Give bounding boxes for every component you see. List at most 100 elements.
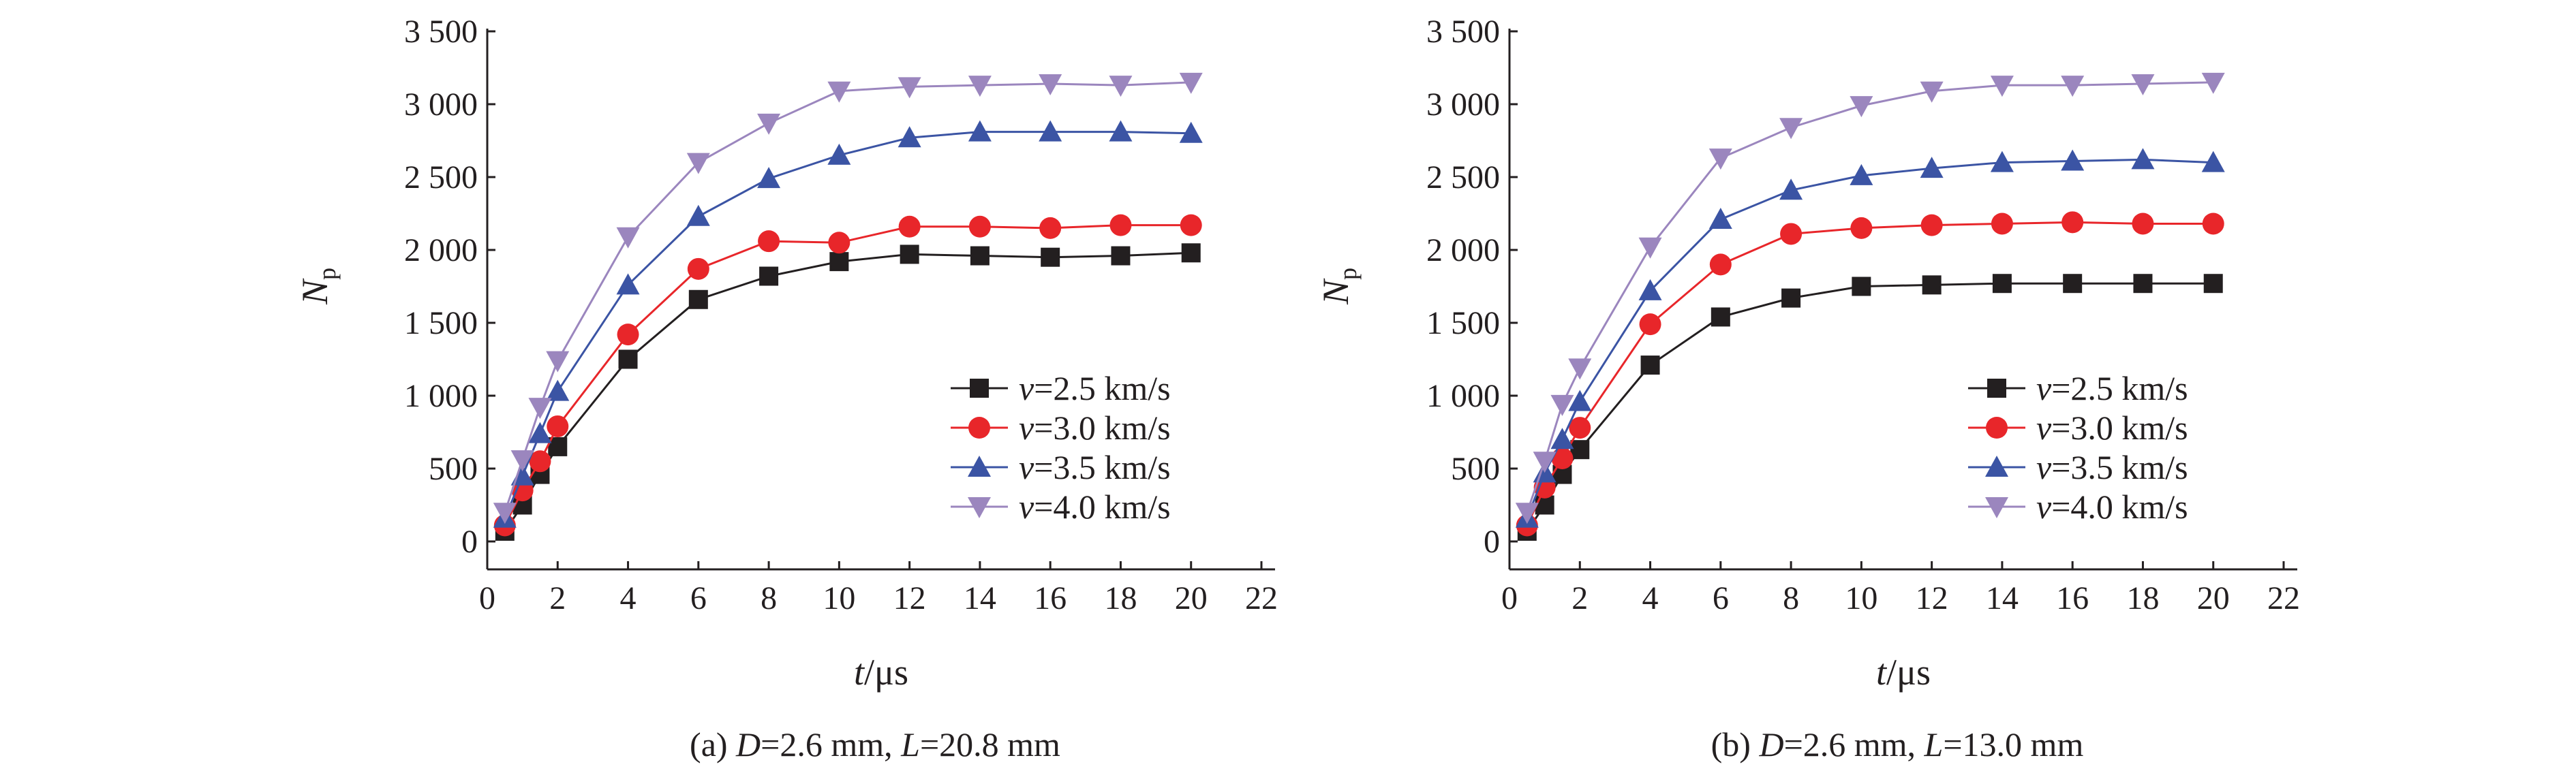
legend-marker xyxy=(1987,379,2006,398)
data-point-marker xyxy=(2131,148,2155,170)
data-point-marker xyxy=(1992,274,2012,294)
y-tick-label: 2 500 xyxy=(404,159,478,195)
data-point-marker xyxy=(900,244,919,264)
legend-marker xyxy=(968,417,990,439)
legend-label: v=2.5 km/s xyxy=(2036,369,2188,407)
data-point-marker xyxy=(898,215,921,238)
x-axis-title: t/μs xyxy=(1876,652,1931,693)
data-point-marker xyxy=(546,351,570,373)
data-point-marker xyxy=(1041,247,1060,267)
x-tick-label: 18 xyxy=(2126,580,2159,616)
legend-marker xyxy=(1985,497,2008,518)
legend-marker xyxy=(970,379,989,398)
x-tick-label: 6 xyxy=(690,580,707,616)
x-tick-label: 4 xyxy=(620,580,637,616)
data-point-marker xyxy=(828,232,850,254)
data-point-marker xyxy=(616,273,640,295)
y-axis-title: Np xyxy=(294,268,341,305)
data-point-marker xyxy=(758,230,780,253)
data-point-marker xyxy=(1920,81,1944,103)
data-point-marker xyxy=(1111,246,1131,266)
x-tick-label: 2 xyxy=(549,580,566,616)
x-tick-label: 8 xyxy=(761,580,777,616)
data-point-marker xyxy=(1109,76,1133,97)
y-tick-label: 1 500 xyxy=(404,305,478,341)
data-point-marker xyxy=(827,81,851,103)
data-point-marker xyxy=(1990,151,2014,172)
data-point-marker xyxy=(1179,72,1203,94)
y-tick-label: 3 500 xyxy=(404,14,478,50)
data-point-marker xyxy=(618,349,638,369)
data-point-marker xyxy=(757,167,781,189)
data-point-marker xyxy=(1179,121,1203,143)
data-point-marker xyxy=(1850,163,1873,185)
legend-marker xyxy=(1986,417,2008,439)
data-point-marker xyxy=(2203,274,2223,294)
legend-label: v=3.0 km/s xyxy=(1019,409,1171,447)
data-point-marker xyxy=(1109,120,1133,142)
data-point-marker xyxy=(1711,307,1730,327)
data-point-marker xyxy=(686,153,710,174)
x-axis-title: t/μs xyxy=(854,652,908,693)
legend-label: v=4.0 km/s xyxy=(2036,488,2188,526)
x-tick-label: 2 xyxy=(1571,580,1588,616)
data-point-marker xyxy=(547,415,569,437)
y-tick-label: 0 xyxy=(1484,524,1500,560)
x-tick-label: 0 xyxy=(1501,580,1518,616)
chart-panel-b: 0 500 1 000 1 500 2 000 2 500 3 000 3 500 0 2 4 6 8 1… xyxy=(1315,14,2300,763)
y-tick-label: 3 500 xyxy=(1426,14,1500,50)
data-point-marker xyxy=(2201,151,2225,172)
legend-label: v=3.5 km/s xyxy=(2036,448,2188,486)
legend-label: v=2.5 km/s xyxy=(1019,369,1171,407)
x-tick-label: 12 xyxy=(1916,580,1948,616)
data-point-marker xyxy=(759,266,779,286)
data-point-marker xyxy=(1568,358,1592,380)
x-tick-label: 14 xyxy=(1986,580,2019,616)
data-point-marker xyxy=(1779,178,1803,200)
legend-marker xyxy=(968,497,991,518)
data-point-marker xyxy=(1568,390,1592,411)
x-tick-label: 22 xyxy=(1245,580,1278,616)
data-point-marker xyxy=(2201,72,2225,94)
data-point-marker xyxy=(829,252,849,272)
x-tick-label: 12 xyxy=(893,580,926,616)
data-point-marker xyxy=(1850,96,1873,118)
y-tick-label: 2 500 xyxy=(1426,159,1500,195)
x-tick-label: 6 xyxy=(1713,580,1729,616)
y-tick-label: 2 000 xyxy=(1426,232,1500,268)
data-point-marker xyxy=(1039,74,1062,96)
data-point-marker xyxy=(2061,149,2085,171)
x-tick-label: 0 xyxy=(479,580,495,616)
data-point-marker xyxy=(1852,277,1871,296)
data-point-marker xyxy=(686,204,710,226)
data-point-marker xyxy=(1039,120,1062,142)
legend-marker xyxy=(1985,456,2008,477)
x-tick-label: 16 xyxy=(1034,580,1067,616)
data-point-marker xyxy=(1708,148,1732,170)
data-point-marker xyxy=(1550,428,1574,449)
y-tick-label: 0 xyxy=(461,524,478,560)
data-point-marker xyxy=(528,422,552,443)
panel-caption: (a) D=2.6 mm, L=20.8 mm xyxy=(690,725,1060,763)
data-point-marker xyxy=(1639,313,1661,336)
data-point-marker xyxy=(1991,212,2013,235)
x-tick-label: 16 xyxy=(2056,580,2089,616)
data-point-marker xyxy=(2063,274,2083,294)
x-tick-label: 14 xyxy=(964,580,996,616)
chart-panel-a: 0 500 1 000 1 500 2 000 2 500 3 000 3 500 0 2 4 6 8 1… xyxy=(294,14,1278,763)
legend-label: v=3.5 km/s xyxy=(1019,448,1171,486)
y-tick-label: 3 000 xyxy=(404,86,478,123)
x-tick-label: 20 xyxy=(1175,580,1208,616)
y-tick-label: 500 xyxy=(1451,451,1500,487)
data-point-marker xyxy=(546,379,570,401)
legend-label: v=3.0 km/s xyxy=(2036,409,2188,447)
data-point-marker xyxy=(510,450,534,472)
data-point-marker xyxy=(617,324,639,346)
data-point-marker xyxy=(1550,394,1574,416)
data-point-marker xyxy=(687,257,709,280)
data-point-marker xyxy=(757,113,781,135)
data-point-marker xyxy=(2133,274,2153,294)
data-point-marker xyxy=(1709,253,1732,276)
data-point-marker xyxy=(1850,217,1873,239)
